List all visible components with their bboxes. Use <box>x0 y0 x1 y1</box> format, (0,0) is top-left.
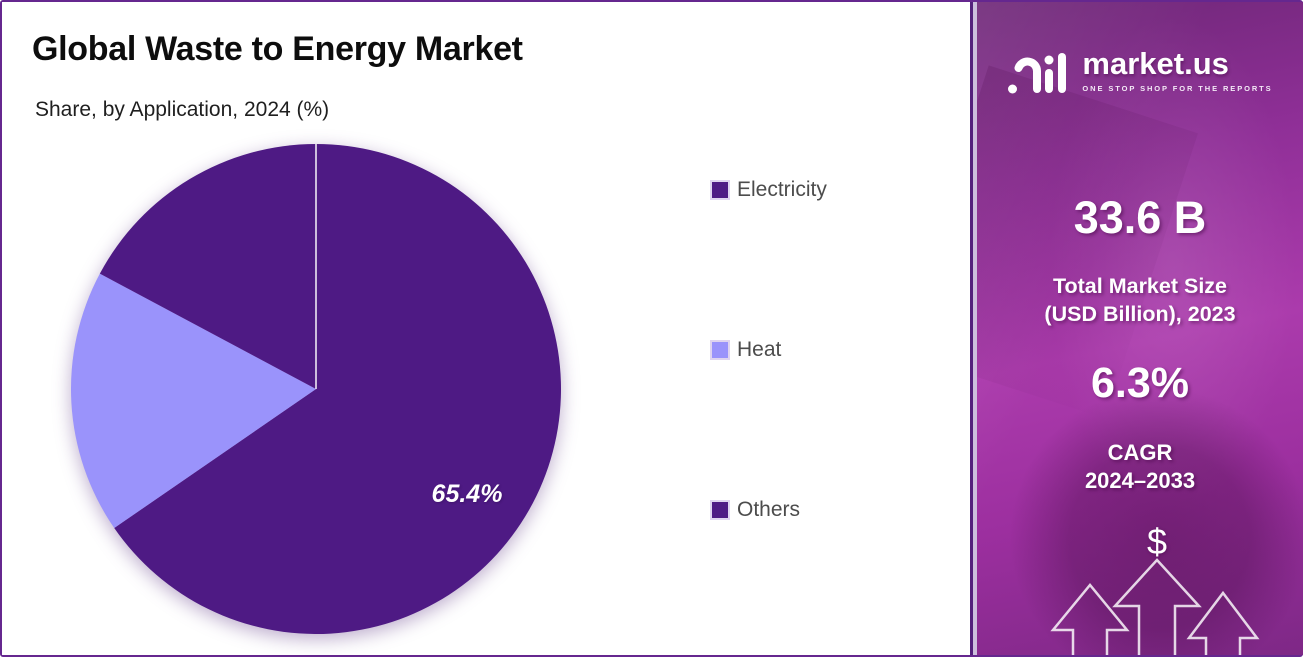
market-size-value: 33.6 B <box>1073 192 1207 243</box>
cagr-label-line1: CAGR <box>1107 440 1173 465</box>
pie-chart-area: 65.4% <box>70 144 561 634</box>
legend-swatch-icon <box>712 182 728 198</box>
legend-item-heat: Heat <box>712 337 781 363</box>
panel-divider-gap <box>973 2 977 655</box>
brand-name: market.us <box>1082 45 1229 81</box>
pie-slice-others <box>99 144 316 389</box>
chart-panel: Global Waste to Energy Market Share, by … <box>2 2 970 655</box>
brand-logo: market.us ONE STOP SHOP FOR THE REPORTS <box>977 42 1303 98</box>
pie-slice-heat <box>70 273 317 528</box>
brand-tagline: ONE STOP SHOP FOR THE REPORTS <box>1082 83 1273 93</box>
legend-label: Electricity <box>737 178 827 201</box>
market-size-label-line2: (USD Billion), 2023 <box>1044 302 1236 326</box>
page-title: Global Waste to Energy Market <box>32 30 523 68</box>
legend-swatch-icon <box>712 502 728 518</box>
panel-divider <box>970 2 973 655</box>
legend-label: Heat <box>737 338 782 361</box>
cagr-label: CAGR 2024–2033 <box>977 439 1303 495</box>
chart-subtitle: Share, by Application, 2024 (%) <box>35 98 330 121</box>
dollar-icon: $ <box>1146 521 1168 562</box>
pie-chart <box>70 144 561 634</box>
legend-label: Others <box>737 498 801 521</box>
legend-item-others: Others <box>712 497 800 523</box>
cagr-value: 6.3% <box>1090 359 1189 407</box>
growth-arrows-icon <box>1050 558 1260 655</box>
legend-item-electricity: Electricity <box>712 177 827 203</box>
market-size-label: Total Market Size (USD Billion), 2023 <box>977 272 1303 328</box>
market-size-label-line1: Total Market Size <box>1052 274 1228 298</box>
brand-sidebar: market.us ONE STOP SHOP FOR THE REPORTS … <box>977 2 1303 655</box>
marketus-logo-icon <box>1008 53 1067 94</box>
pie-slice-electricity <box>114 144 561 634</box>
legend-swatch-icon <box>712 342 728 358</box>
cagr-label-line2: 2024–2033 <box>1084 468 1196 493</box>
pie-slice-label: 65.4% <box>431 480 503 508</box>
